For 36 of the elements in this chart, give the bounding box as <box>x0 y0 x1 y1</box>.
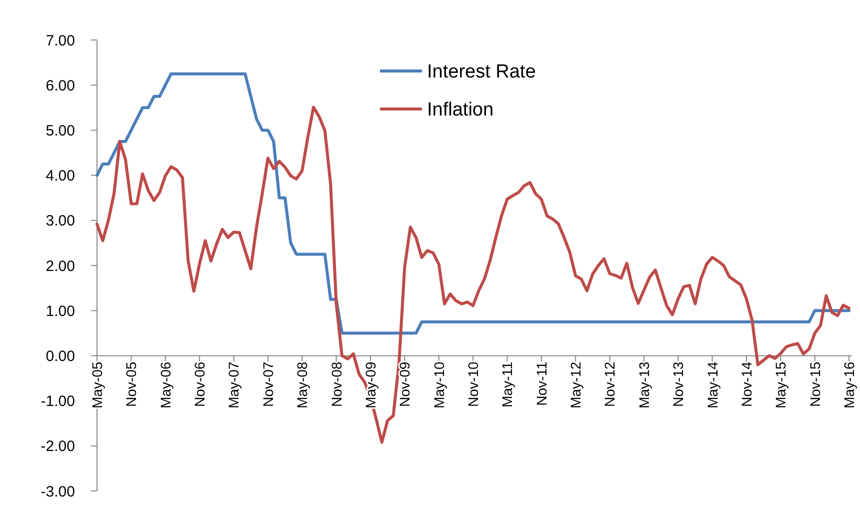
x-tick-label: May-13 <box>636 361 652 408</box>
x-tick-label: May-14 <box>704 361 720 408</box>
y-tick-label: -1.00 <box>40 393 75 410</box>
x-tick-label: Nov-13 <box>670 361 686 407</box>
x-tick-label: May-12 <box>568 361 584 408</box>
x-tick-label: May-08 <box>294 361 310 408</box>
x-tick-label: Nov-12 <box>602 361 618 407</box>
x-tick-label: May-11 <box>499 362 516 408</box>
x-tick-label: May-05 <box>89 361 105 408</box>
x-tick-label: Nov-07 <box>260 361 276 407</box>
y-tick-label: 5.00 <box>46 122 75 140</box>
y-tick-label: 6.00 <box>46 77 75 94</box>
legend-label: Interest Rate <box>427 62 536 83</box>
legend-label: Inflation <box>427 100 494 121</box>
x-tick-label: Nov-15 <box>806 361 823 407</box>
x-tick-label: Nov-11 <box>533 361 550 406</box>
y-tick-label: -3.00 <box>40 483 75 500</box>
x-tick-label: Nov-08 <box>328 361 344 407</box>
x-tick-label: Nov-06 <box>192 361 208 407</box>
y-tick-label: 0.00 <box>46 348 75 365</box>
x-tick-label: May-07 <box>226 361 242 408</box>
y-tick-label: -2.00 <box>40 438 75 456</box>
y-tick-label: 7.00 <box>46 32 75 50</box>
x-tick-label: Nov-09 <box>396 361 413 407</box>
y-tick-label: 1.00 <box>46 302 75 320</box>
y-tick-label: 4.00 <box>46 168 75 185</box>
x-tick-label: May-10 <box>430 361 447 408</box>
x-tick-label: Nov-05 <box>123 361 140 407</box>
x-tick-label: May-06 <box>157 361 174 408</box>
y-tick-label: 2.00 <box>46 258 75 275</box>
x-tick-label: May-15 <box>772 361 789 408</box>
x-tick-label: Nov-10 <box>465 361 481 407</box>
x-tick-label: May-09 <box>362 361 378 408</box>
x-tick-label: May-16 <box>841 361 857 408</box>
y-tick-label: 3.00 <box>46 212 75 230</box>
x-tick-label: Nov-14 <box>738 361 754 407</box>
